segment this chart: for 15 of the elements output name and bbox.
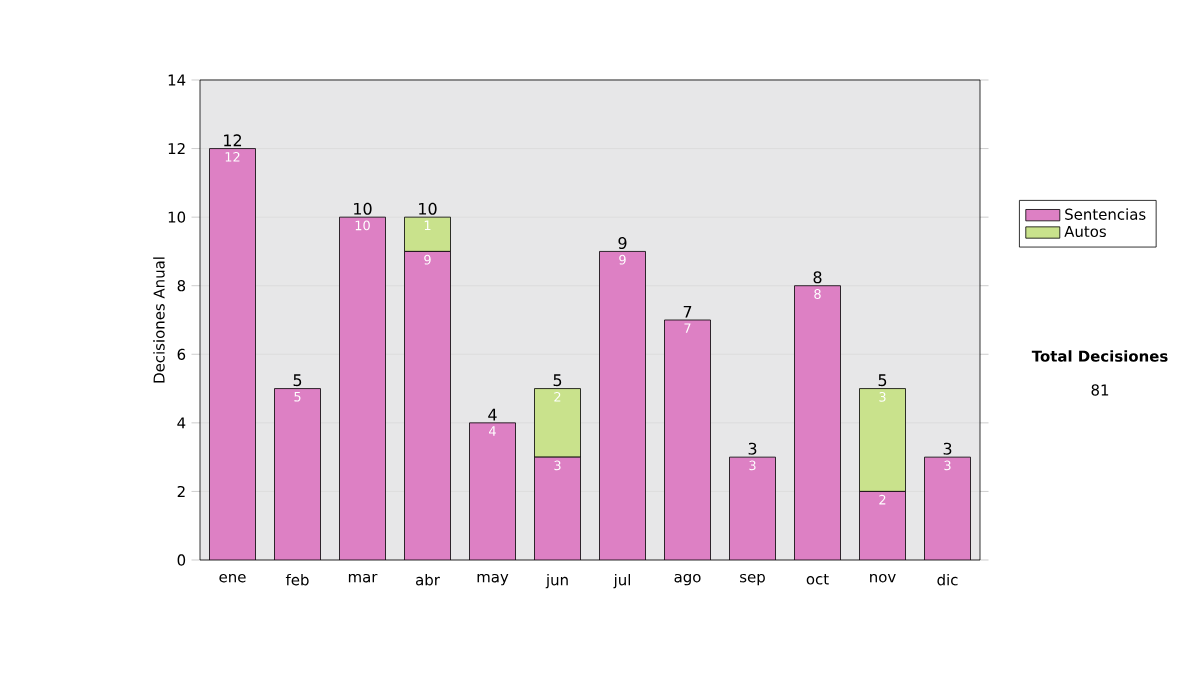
bar bbox=[209, 148, 256, 560]
bar bbox=[924, 456, 971, 560]
bar bbox=[404, 251, 451, 560]
bar bbox=[729, 457, 776, 560]
bar bbox=[274, 388, 321, 560]
bar bbox=[664, 320, 711, 560]
bar bbox=[534, 457, 581, 560]
bar bbox=[599, 251, 646, 560]
bar bbox=[859, 491, 906, 560]
bar bbox=[469, 422, 516, 560]
bar bbox=[794, 285, 841, 560]
bar bbox=[404, 216, 451, 252]
bar bbox=[339, 217, 386, 560]
bar bbox=[534, 388, 581, 458]
bar bbox=[859, 388, 906, 492]
